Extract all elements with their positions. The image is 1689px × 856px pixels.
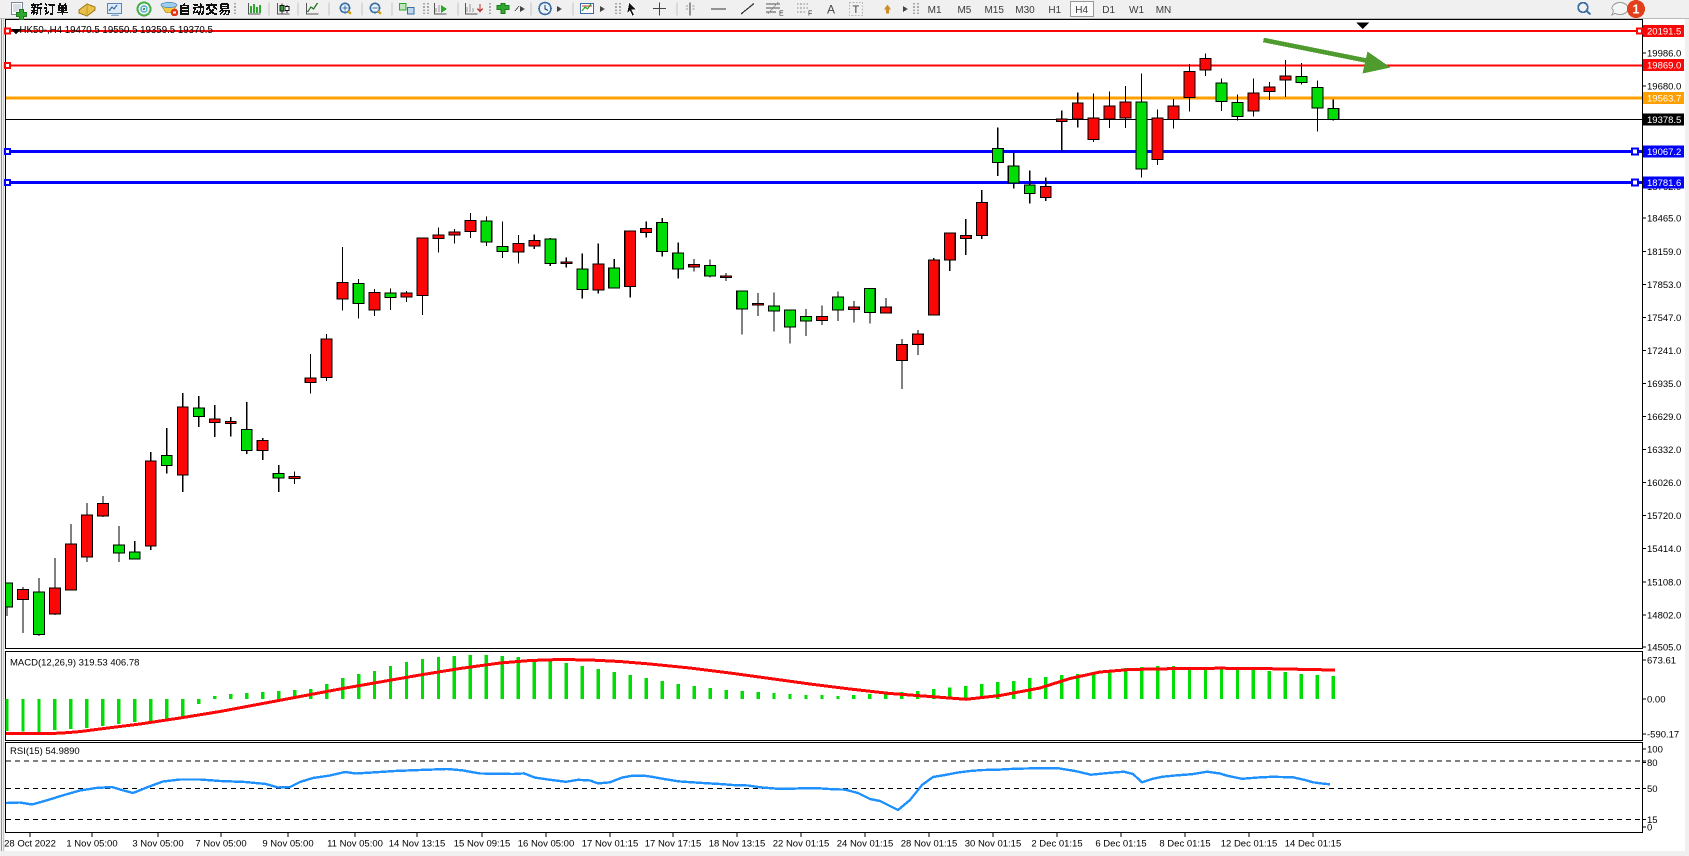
svg-text:M30: M30 <box>1015 5 1035 16</box>
svg-text:-590.17: -590.17 <box>1647 730 1679 741</box>
svg-text:30 Nov 01:15: 30 Nov 01:15 <box>965 839 1022 850</box>
svg-text:H4: H4 <box>1075 5 1088 16</box>
svg-text:16332.0: 16332.0 <box>1647 445 1681 456</box>
svg-text:15720.0: 15720.0 <box>1647 511 1681 522</box>
svg-text:28 Nov 01:15: 28 Nov 01:15 <box>901 839 958 850</box>
svg-text:80: 80 <box>1647 758 1658 769</box>
svg-text:17853.0: 17853.0 <box>1647 280 1681 291</box>
svg-text:14802.0: 14802.0 <box>1647 610 1681 621</box>
svg-text:20191.5: 20191.5 <box>1647 27 1681 38</box>
svg-text:14505.0: 14505.0 <box>1647 642 1681 653</box>
svg-text:18781.6: 18781.6 <box>1647 178 1681 189</box>
svg-text:19563.7: 19563.7 <box>1647 93 1681 104</box>
svg-text:16935.0: 16935.0 <box>1647 379 1681 390</box>
svg-text:M5: M5 <box>957 5 971 16</box>
svg-text:E: E <box>779 11 784 18</box>
svg-text:11 Nov 05:00: 11 Nov 05:00 <box>327 839 383 850</box>
svg-text:9 Nov 05:00: 9 Nov 05:00 <box>262 839 313 850</box>
svg-text:673.61: 673.61 <box>1647 656 1676 667</box>
svg-text:12 Dec 01:15: 12 Dec 01:15 <box>1221 839 1278 850</box>
svg-text:HK50-,H4 19470.5 19550.5 1935: HK50-,H4 19470.5 19550.5 19359.5 19370.5 <box>20 25 213 36</box>
svg-text:D1: D1 <box>1102 5 1115 16</box>
svg-text:22 Nov 01:15: 22 Nov 01:15 <box>773 839 830 850</box>
svg-text:28 Oct 2022: 28 Oct 2022 <box>4 839 56 850</box>
svg-text:H1: H1 <box>1048 5 1061 16</box>
svg-text:19869.0: 19869.0 <box>1647 61 1681 72</box>
svg-text:A: A <box>827 3 835 17</box>
svg-text:F: F <box>808 11 812 18</box>
svg-text:15 Nov 09:15: 15 Nov 09:15 <box>454 839 511 850</box>
svg-text:15414.0: 15414.0 <box>1647 544 1681 555</box>
svg-text:2 Dec 01:15: 2 Dec 01:15 <box>1031 839 1082 850</box>
svg-text:14 Nov 13:15: 14 Nov 13:15 <box>389 839 446 850</box>
svg-text:15108.0: 15108.0 <box>1647 577 1681 588</box>
svg-text:19378.5: 19378.5 <box>1647 115 1681 126</box>
svg-text:W1: W1 <box>1129 5 1144 16</box>
svg-text:M1: M1 <box>928 5 942 16</box>
svg-text:RSI(15) 54.9890: RSI(15) 54.9890 <box>10 746 80 757</box>
svg-text:50: 50 <box>1647 784 1658 795</box>
svg-text:0.00: 0.00 <box>1647 694 1666 705</box>
svg-text:8 Dec 01:15: 8 Dec 01:15 <box>1159 839 1210 850</box>
svg-text:100: 100 <box>1647 745 1663 756</box>
svg-text:14 Dec 01:15: 14 Dec 01:15 <box>1285 839 1342 850</box>
svg-text:18159.0: 18159.0 <box>1647 247 1681 258</box>
svg-text:1 Nov 05:00: 1 Nov 05:00 <box>66 839 117 850</box>
svg-text:17 Nov 01:15: 17 Nov 01:15 <box>582 839 639 850</box>
svg-text:24 Nov 01:15: 24 Nov 01:15 <box>837 839 894 850</box>
svg-text:16 Nov 05:00: 16 Nov 05:00 <box>518 839 575 850</box>
svg-text:17241.0: 17241.0 <box>1647 346 1681 357</box>
svg-text:19067.2: 19067.2 <box>1647 147 1681 158</box>
svg-text:3 Nov 05:00: 3 Nov 05:00 <box>132 839 183 850</box>
svg-text:18465.0: 18465.0 <box>1647 214 1681 225</box>
svg-text:0: 0 <box>1647 823 1652 834</box>
svg-text:T: T <box>853 4 860 16</box>
svg-text:17 Nov 17:15: 17 Nov 17:15 <box>645 839 702 850</box>
svg-text:MACD(12,26,9) 319.53 406.78: MACD(12,26,9) 319.53 406.78 <box>10 658 139 669</box>
svg-text:6 Dec 01:15: 6 Dec 01:15 <box>1095 839 1146 850</box>
svg-text:19680.0: 19680.0 <box>1647 82 1681 93</box>
svg-text:15: 15 <box>1647 815 1658 826</box>
svg-text:16629.0: 16629.0 <box>1647 412 1681 423</box>
svg-text:17547.0: 17547.0 <box>1647 313 1681 324</box>
svg-text:18 Nov 13:15: 18 Nov 13:15 <box>709 839 766 850</box>
svg-text:MN: MN <box>1156 5 1172 16</box>
svg-text:19986.0: 19986.0 <box>1647 49 1681 60</box>
svg-text:1: 1 <box>1633 3 1640 17</box>
svg-text:7 Nov 05:00: 7 Nov 05:00 <box>195 839 246 850</box>
svg-text:M15: M15 <box>984 5 1004 16</box>
svg-text:16026.0: 16026.0 <box>1647 478 1681 489</box>
